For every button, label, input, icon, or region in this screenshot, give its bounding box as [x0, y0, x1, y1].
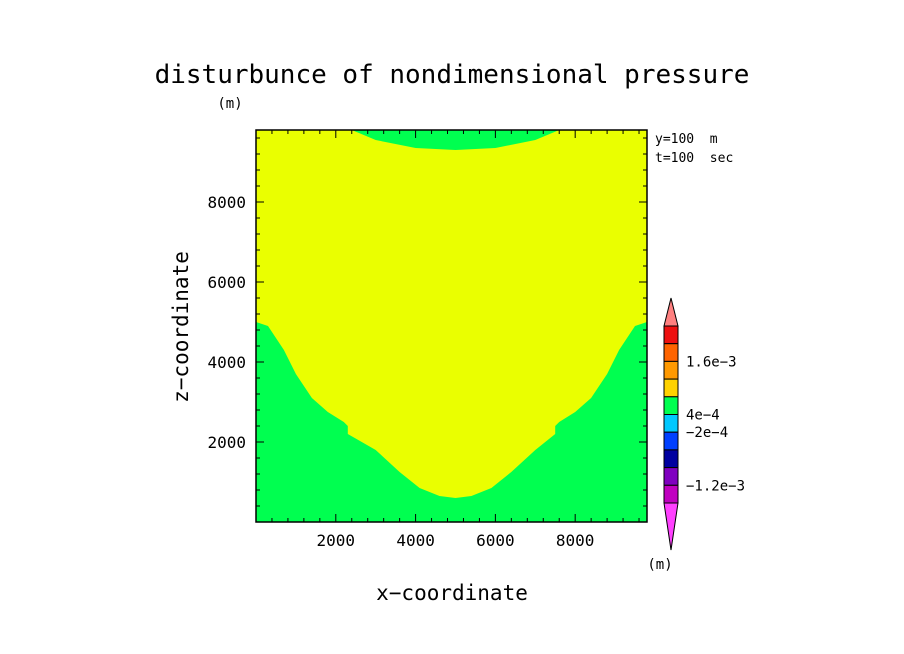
y-axis-label: z−coordinate [169, 251, 193, 403]
colorbar-swatch [663, 449, 679, 469]
y-tick-label: 4000 [207, 353, 246, 372]
x-tick-label: 8000 [556, 531, 595, 550]
plot-frame [255, 129, 648, 523]
colorbar-top-triangle [663, 297, 679, 327]
colorbar-unit-label: (m) [647, 557, 672, 573]
x-tick-label: 2000 [317, 531, 356, 550]
colorbar-label: −1.2e−3 [686, 478, 745, 494]
colorbar-swatch [663, 360, 679, 380]
colorbar-label: 4e−4 [686, 408, 720, 424]
x-axis-label: x−coordinate [376, 581, 528, 605]
colorbar-label: 1.6e−3 [686, 354, 737, 370]
contour-region-top-green [351, 130, 560, 150]
colorbar-label: −2e−4 [686, 425, 728, 441]
y-tick-label: 2000 [207, 433, 246, 452]
colorbar-swatch [663, 343, 679, 362]
y-tick-label: 6000 [207, 273, 246, 292]
plot-area: 2000 4000 6000 8000 2000 4000 6000 8000 [207, 129, 648, 550]
colorbar-swatch [663, 484, 679, 504]
colorbar-swatch [663, 396, 679, 415]
annotation-time: t=100 sec [655, 151, 733, 166]
annotation-y-position: y=100 m [655, 132, 718, 147]
colorbar-swatch [663, 378, 679, 398]
colorbar-swatch [663, 414, 679, 433]
x-tick-label: 6000 [476, 531, 515, 550]
colorbar-swatch [663, 467, 679, 486]
colorbar-bottom-triangle [663, 502, 679, 551]
title-unit-label: (m) [217, 96, 242, 112]
colorbar: 1.6e−3 4e−4−2e−4 −1.2e−3 [663, 297, 745, 551]
chart-title: disturbunce of nondimensional pressure [155, 60, 750, 90]
contour-region-bottom-green [256, 322, 647, 522]
colorbar-swatch [663, 431, 679, 451]
y-tick-label: 8000 [207, 193, 246, 212]
colorbar-swatch [663, 325, 679, 345]
x-tick-label: 4000 [396, 531, 435, 550]
